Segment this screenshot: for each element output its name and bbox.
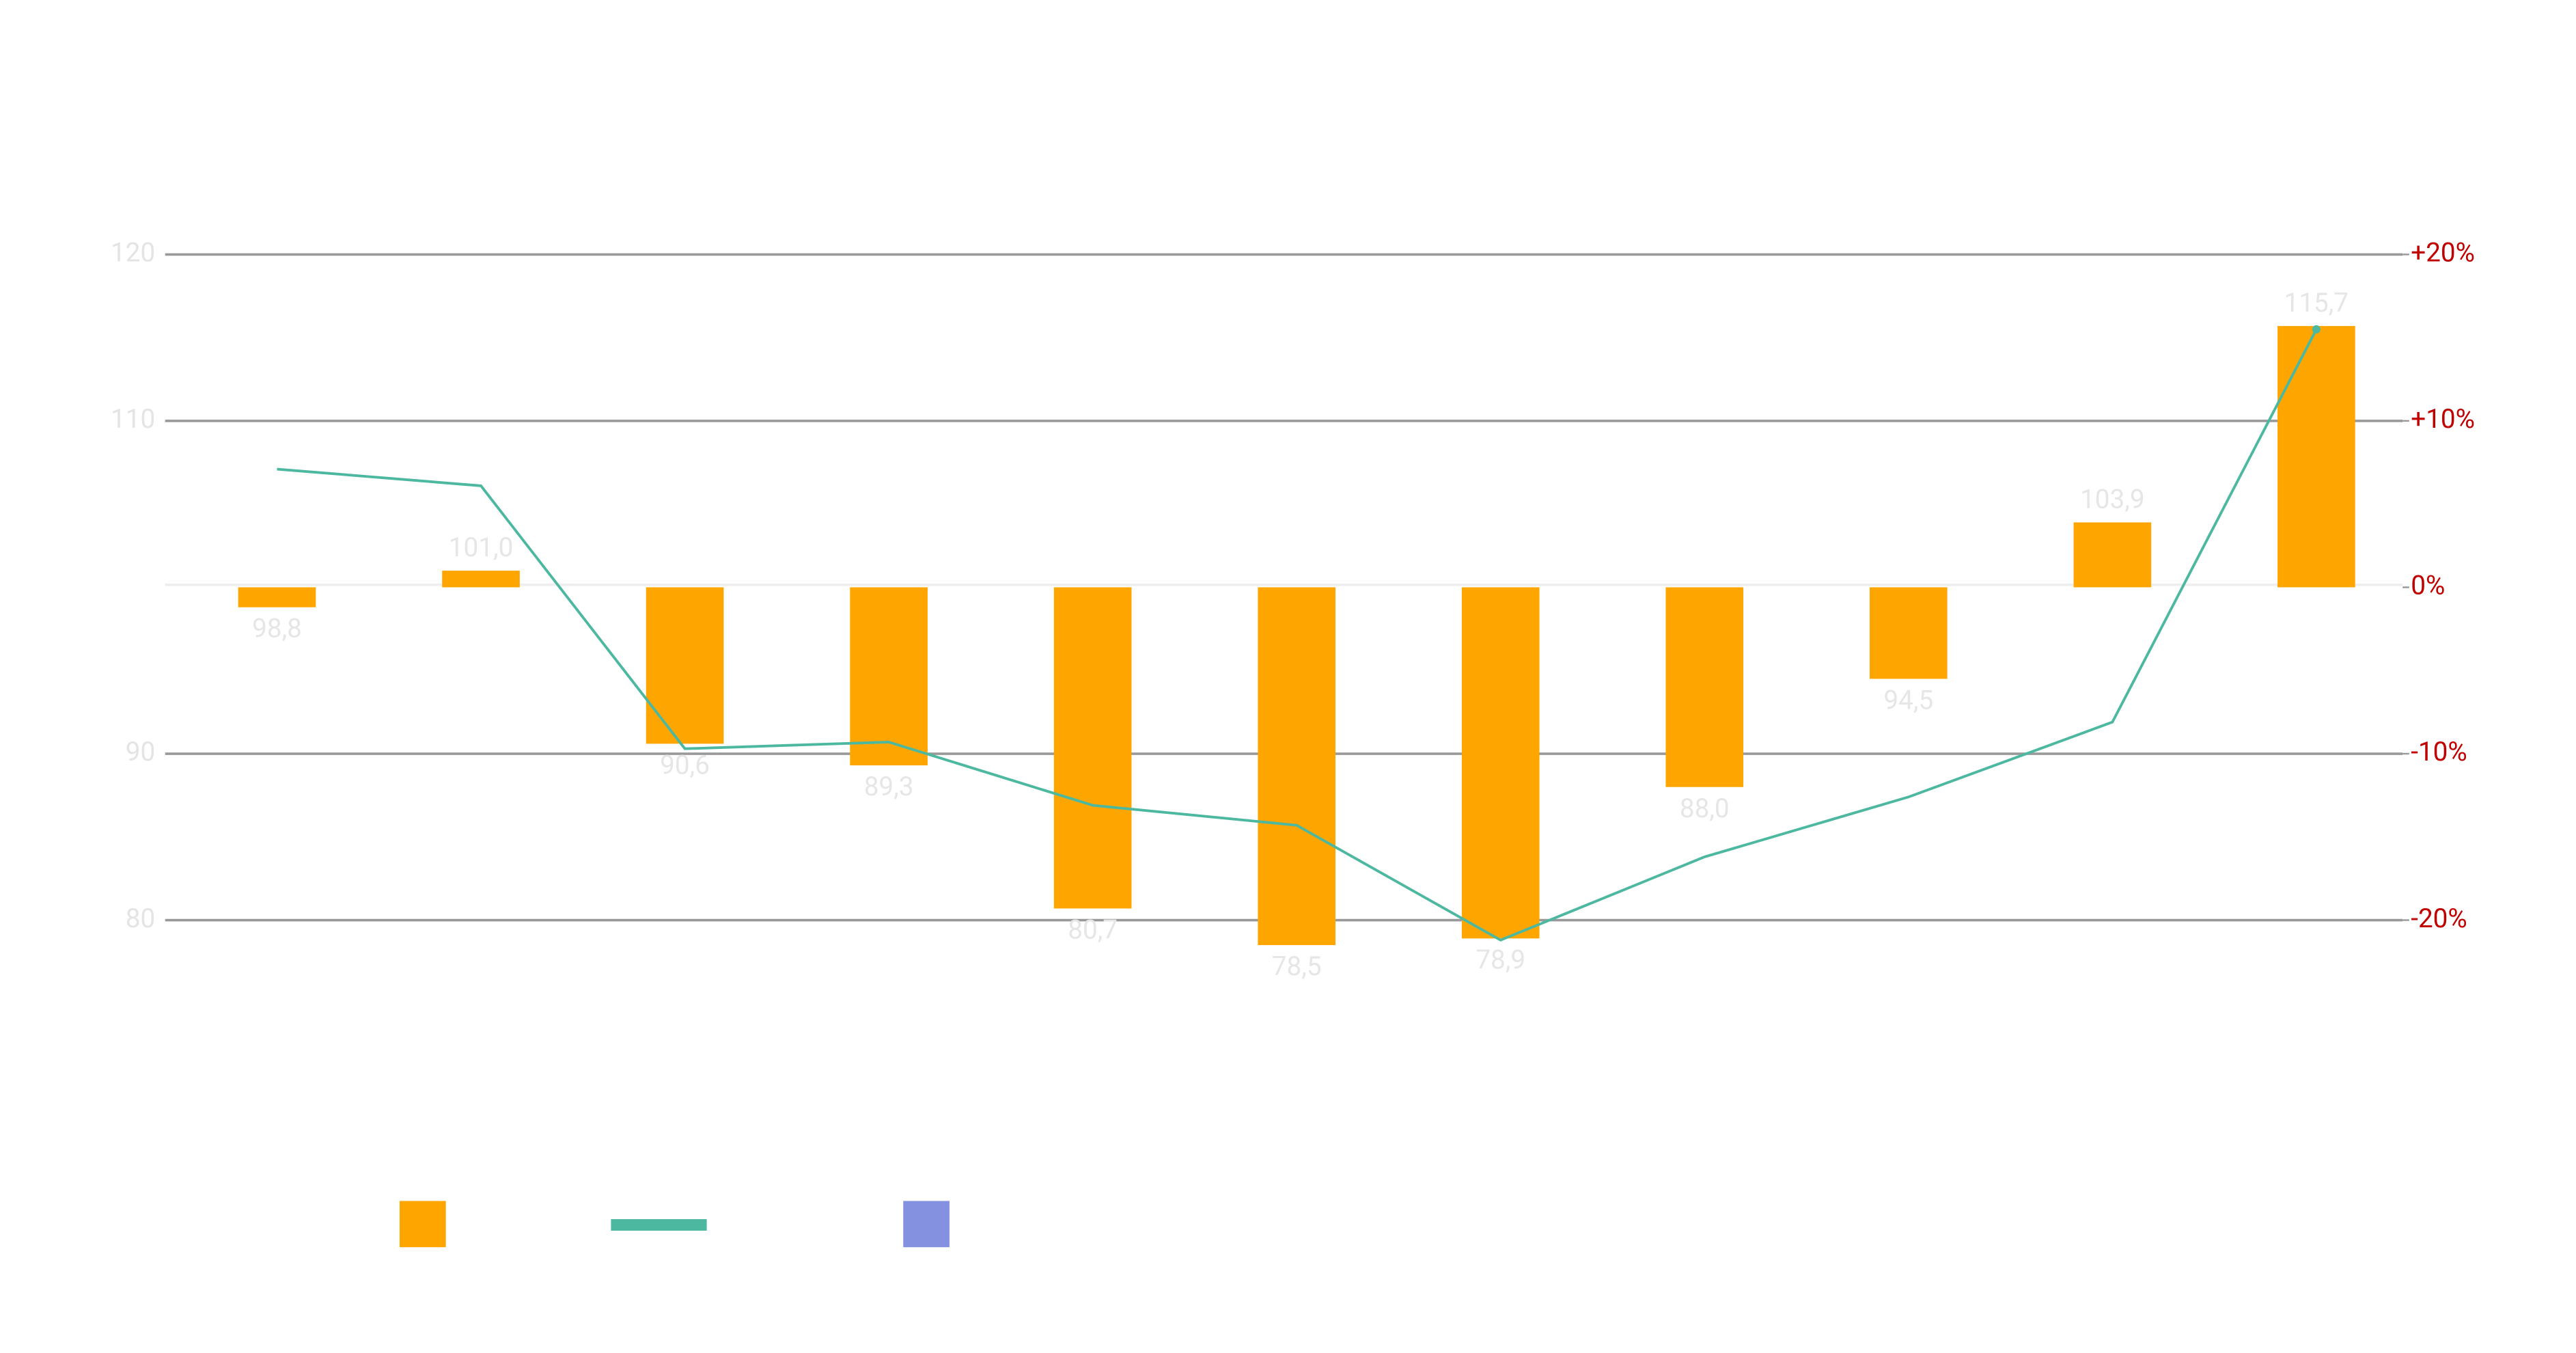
data-label: 101,0	[449, 532, 514, 563]
y-tick-label: 90	[126, 737, 155, 767]
data-label: 115,7	[2284, 288, 2349, 318]
y2-tick-label: +10%	[2411, 404, 2475, 435]
y2-tick-label: 0%	[2411, 571, 2445, 601]
bar	[1258, 587, 1335, 946]
data-label: 103,9	[2080, 484, 2145, 515]
bar	[850, 587, 928, 766]
bar	[238, 587, 316, 607]
y-tick-label: 80	[126, 903, 155, 934]
data-label: 94,5	[1883, 685, 1933, 715]
bar	[1461, 587, 1540, 939]
legend-swatch	[903, 1201, 950, 1248]
bar	[1053, 587, 1132, 909]
y2-tick-label: +20%	[2411, 238, 2475, 269]
y-tick-label: 110	[111, 404, 155, 435]
line-point	[2312, 325, 2321, 334]
bar	[1665, 587, 1744, 787]
y2-tick-label: -10%	[2411, 737, 2467, 767]
data-label: 98,8	[252, 614, 302, 644]
legend-swatch	[399, 1201, 446, 1248]
data-label: 88,0	[1680, 793, 1730, 824]
data-label: 90,6	[660, 750, 710, 780]
bar	[2277, 326, 2355, 588]
bar	[2073, 522, 2152, 588]
bar	[442, 571, 520, 588]
line	[277, 329, 2318, 942]
data-label: 89,3	[864, 771, 914, 802]
data-label: 78,5	[1272, 951, 1322, 982]
bar	[1869, 587, 1948, 679]
legend-swatch	[611, 1219, 707, 1231]
y2-tick-label: -20%	[2411, 903, 2467, 934]
y-tick-label: 120	[111, 238, 155, 269]
bar	[646, 587, 724, 744]
data-label: 78,9	[1476, 944, 1525, 975]
data-label: 80,7	[1068, 915, 1118, 946]
